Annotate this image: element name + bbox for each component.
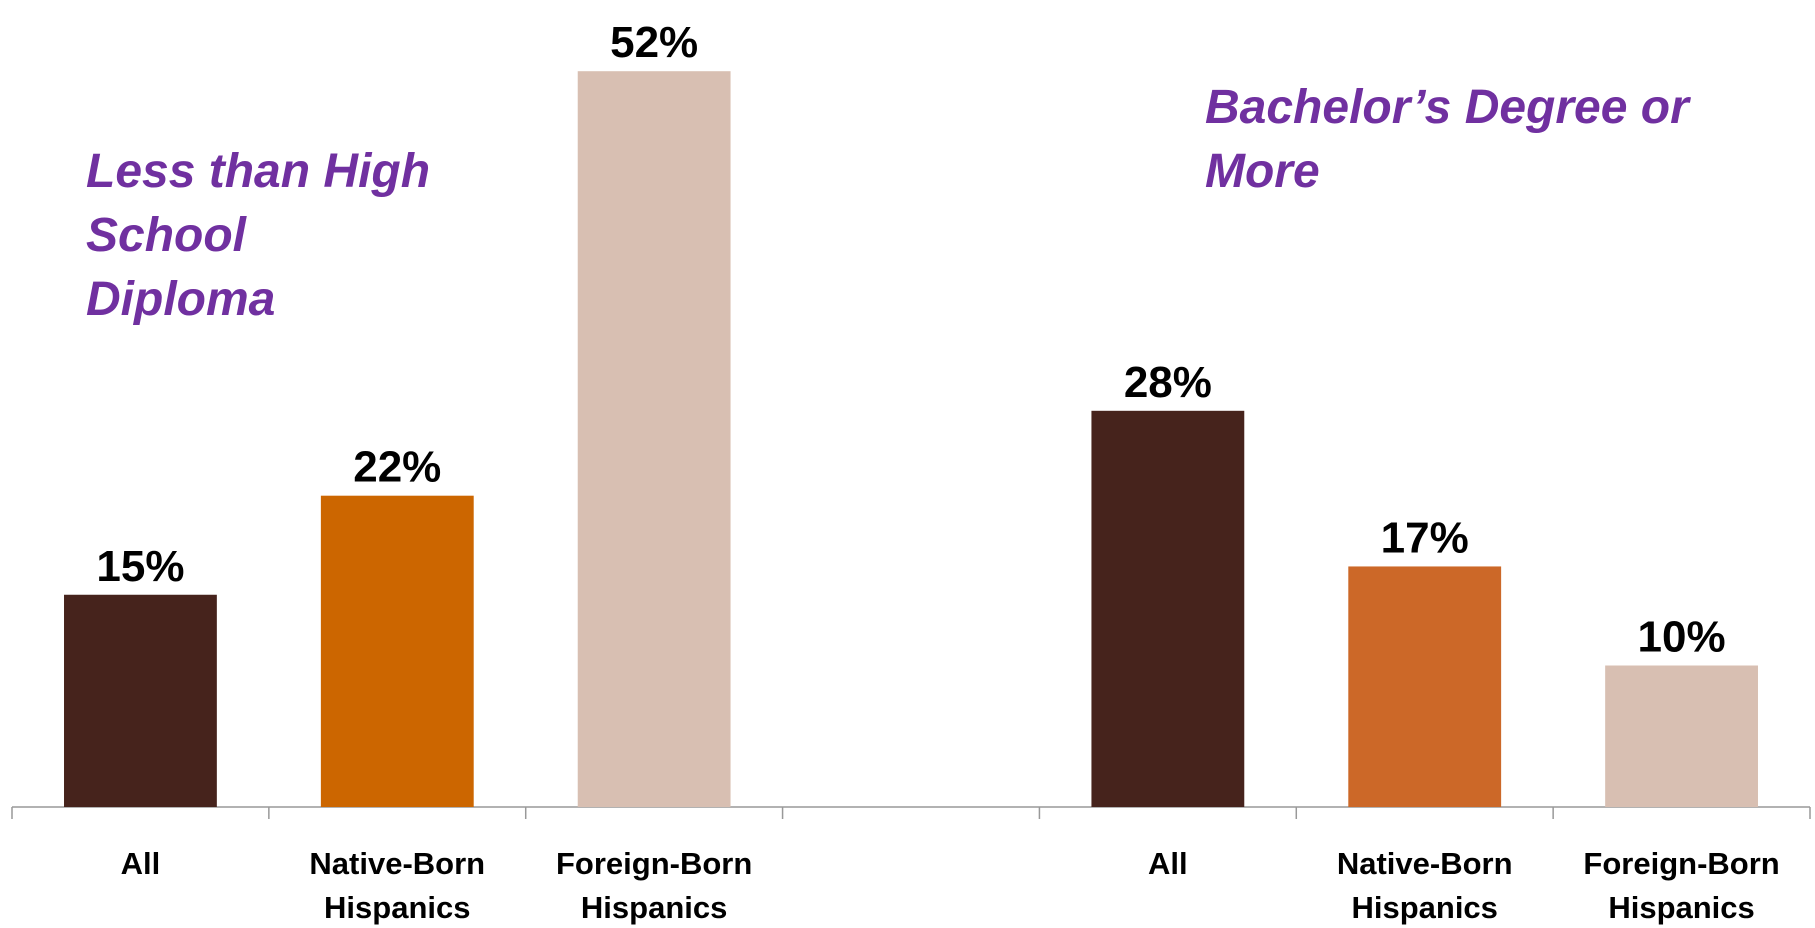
value-label: 22% [353, 443, 441, 492]
value-label: 17% [1381, 513, 1469, 562]
x-tick-label: All [120, 846, 161, 881]
x-tick-label: Native-Born Hispanics [309, 846, 486, 925]
x-tick-label: Native-Born Hispanics [1336, 846, 1513, 925]
bar [1348, 566, 1502, 807]
x-tick-label: All [1148, 846, 1188, 881]
annotation: Less than High School Diploma [86, 145, 431, 326]
bar [1605, 665, 1758, 807]
bar [320, 495, 474, 807]
bar [64, 594, 217, 807]
value-label: 10% [1638, 613, 1726, 662]
x-tick-label: Foreign-Born Hispanics [555, 846, 753, 925]
value-label: 52% [610, 18, 698, 67]
annotation: Bachelor’s Degree or More [1205, 81, 1689, 198]
value-label: 15% [96, 542, 184, 591]
value-label: 28% [1124, 358, 1212, 407]
bar [577, 71, 731, 807]
x-tick-label: Foreign-Born Hispanics [1583, 846, 1780, 925]
bar [1091, 410, 1245, 807]
